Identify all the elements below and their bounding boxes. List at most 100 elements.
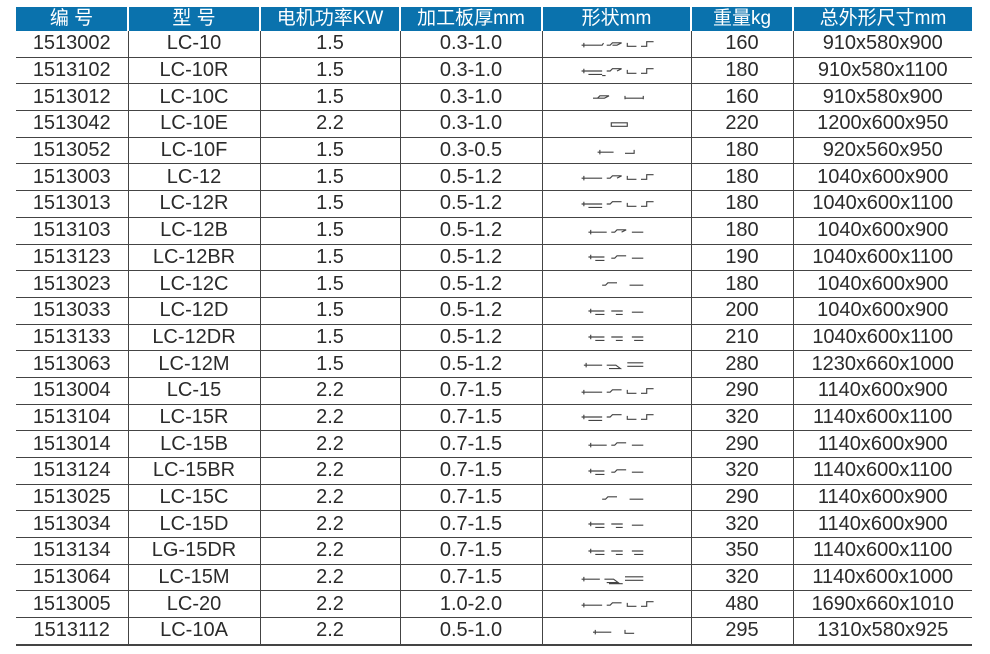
cell-weight: 295: [690, 617, 793, 646]
cell-weight: 160: [690, 83, 793, 112]
table-row: 1513112 LC-10A 2.2 0.5-1.0 295 1310x580x925: [16, 617, 972, 646]
table-row: 1513063 LC-12M 1.5 0.5-1.2 280 1230x660x1000: [16, 350, 972, 378]
cell-weight: 220: [690, 110, 793, 138]
cell-weight: 280: [690, 350, 793, 378]
cell-power: 2.2: [259, 510, 400, 539]
cell-size: 1230x660x1000: [792, 350, 972, 378]
table-row: 1513123 LC-12BR 1.5 0.5-1.2 190 1040x600x1100: [16, 244, 972, 272]
header-code: 编 号: [16, 7, 128, 31]
cell-code: 1513112: [16, 617, 128, 646]
profile-shapes-icon: [581, 387, 654, 395]
profile-shapes-icon: [587, 228, 643, 235]
cell-model: LC-10A: [127, 617, 260, 646]
cell-shape: [541, 83, 691, 112]
table-row: 1513102 LC-10R 1.5 0.3-1.0 180 910x580x1100: [16, 57, 972, 85]
cell-size: 910x580x900: [792, 31, 972, 58]
cell-thickness: 0.5-1.2: [399, 324, 542, 352]
cell-thickness: 0.7-1.5: [399, 377, 542, 405]
profile-shapes-icon: [587, 521, 643, 529]
profile-shapes-icon: [592, 95, 644, 100]
table-row: 1513005 LC-20 2.2 1.0-2.0 480 1690x660x1010: [16, 590, 972, 619]
cell-power: 1.5: [259, 217, 400, 245]
cell-power: 2.2: [259, 617, 400, 646]
cell-thickness: 0.7-1.5: [399, 564, 542, 592]
cell-power: 2.2: [259, 377, 400, 405]
cell-code: 1513003: [16, 163, 128, 192]
header-thickness: 加工板厚mm: [399, 7, 542, 31]
cell-weight: 320: [690, 564, 793, 592]
cell-weight: 290: [690, 430, 793, 458]
spec-table: 编 号 型 号 电机功率KW 加工板厚mm 形状mm 重量kg 总外形尺寸mm …: [16, 7, 972, 646]
header-shape: 形状mm: [541, 7, 691, 31]
profile-shapes-icon: [592, 629, 634, 635]
cell-code: 1513012: [16, 83, 128, 112]
header-weight: 重量kg: [690, 7, 793, 31]
cell-size: 1140x600x900: [792, 430, 972, 458]
profile-shapes-icon: [587, 442, 643, 448]
cell-thickness: 0.3-1.0: [399, 83, 542, 112]
cell-shape: [541, 163, 691, 192]
cell-shape: [541, 190, 691, 218]
table-row: 1513052 LC-10F 1.5 0.3-0.5 180 920x560x950: [16, 137, 972, 165]
cell-shape: [541, 137, 691, 165]
cell-model: LC-12DR: [127, 324, 260, 352]
profile-shapes-icon: [581, 601, 654, 608]
table-row: 1513012 LC-10C 1.5 0.3-1.0 160 910x580x900: [16, 83, 972, 112]
header-power: 电机功率KW: [259, 7, 400, 31]
cell-shape: [541, 57, 691, 85]
cell-thickness: 0.7-1.5: [399, 404, 542, 432]
cell-code: 1513063: [16, 350, 128, 378]
cell-code: 1513004: [16, 377, 128, 405]
cell-size: 1140x600x1100: [792, 537, 972, 565]
table-row: 1513034 LC-15D 2.2 0.7-1.5 320 1140x600x900: [16, 510, 972, 539]
cell-size: 910x580x900: [792, 83, 972, 112]
cell-shape: [541, 510, 691, 539]
cell-weight: 320: [690, 404, 793, 432]
cell-thickness: 0.5-1.2: [399, 217, 542, 245]
cell-weight: 180: [690, 163, 793, 192]
cell-shape: [541, 244, 691, 272]
cell-thickness: 0.7-1.5: [399, 537, 542, 565]
cell-code: 1513103: [16, 217, 128, 245]
cell-model: LC-12B: [127, 217, 260, 245]
cell-weight: 290: [690, 484, 793, 512]
cell-code: 1513013: [16, 190, 128, 218]
cell-size: 1040x600x900: [792, 297, 972, 325]
cell-power: 2.2: [259, 430, 400, 458]
cell-size: 910x580x1100: [792, 57, 972, 85]
cell-shape: [541, 404, 691, 432]
cell-power: 2.2: [259, 537, 400, 565]
profile-shapes-icon: [581, 40, 654, 48]
cell-model: LC-12M: [127, 350, 260, 378]
cell-thickness: 0.5-1.2: [399, 297, 542, 325]
cell-shape: [541, 564, 691, 592]
cell-code: 1513124: [16, 457, 128, 485]
table-row: 1513033 LC-12D 1.5 0.5-1.2 200 1040x600x900: [16, 297, 972, 325]
cell-size: 1690x660x1010: [792, 590, 972, 619]
cell-size: 1040x600x1100: [792, 244, 972, 272]
cell-shape: [541, 350, 691, 378]
table-row: 1513042 LC-10E 2.2 0.3-1.0 220 1200x600x950: [16, 110, 972, 138]
table-row: 1513124 LC-15BR 2.2 0.7-1.5 320 1140x600x1100: [16, 457, 972, 485]
cell-model: LC-12D: [127, 297, 260, 325]
table-row: 1513013 LC-12R 1.5 0.5-1.2 180 1040x600x1100: [16, 190, 972, 218]
cell-model: LC-10C: [127, 83, 260, 112]
cell-code: 1513034: [16, 510, 128, 539]
cell-code: 1513064: [16, 564, 128, 592]
cell-model: LC-15C: [127, 484, 260, 512]
cell-code: 1513023: [16, 270, 128, 298]
cell-power: 2.2: [259, 564, 400, 592]
cell-thickness: 0.5-1.2: [399, 244, 542, 272]
table-row: 1513023 LC-12C 1.5 0.5-1.2 180 1040x600x900: [16, 270, 972, 298]
cell-model: LC-15D: [127, 510, 260, 539]
table-row: 1513004 LC-15 2.2 0.7-1.5 290 1140x600x900: [16, 377, 972, 405]
cell-shape: [541, 617, 691, 646]
cell-power: 1.5: [259, 57, 400, 85]
cell-power: 2.2: [259, 484, 400, 512]
cell-weight: 180: [690, 57, 793, 85]
cell-shape: [541, 430, 691, 458]
cell-model: LC-15B: [127, 430, 260, 458]
cell-power: 1.5: [259, 163, 400, 192]
cell-thickness: 0.7-1.5: [399, 430, 542, 458]
cell-power: 1.5: [259, 190, 400, 218]
